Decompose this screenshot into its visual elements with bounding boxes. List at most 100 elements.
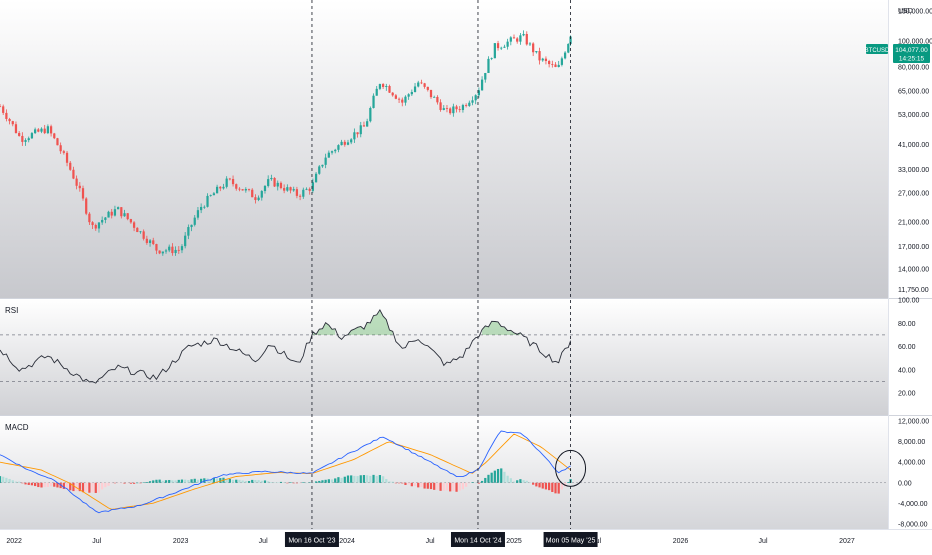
candle[interactable]: [417, 80, 420, 88]
candle[interactable]: [107, 210, 110, 218]
candle[interactable]: [532, 42, 535, 57]
candle[interactable]: [0, 104, 2, 108]
candle[interactable]: [235, 183, 238, 191]
candle[interactable]: [123, 209, 126, 217]
candle[interactable]: [190, 224, 193, 232]
candle[interactable]: [254, 194, 257, 204]
candle[interactable]: [487, 56, 490, 74]
candle[interactable]: [161, 251, 164, 256]
candle[interactable]: [477, 87, 481, 98]
candle[interactable]: [305, 187, 308, 191]
candle[interactable]: [375, 86, 378, 96]
candle[interactable]: [391, 92, 394, 97]
candle[interactable]: [512, 34, 516, 39]
candle[interactable]: [394, 94, 398, 100]
candle[interactable]: [318, 165, 321, 175]
candle[interactable]: [557, 60, 560, 68]
candle[interactable]: [496, 40, 500, 51]
candle[interactable]: [442, 105, 445, 111]
candle[interactable]: [458, 106, 461, 113]
candle[interactable]: [525, 31, 528, 46]
candle[interactable]: [397, 97, 401, 103]
candle[interactable]: [65, 151, 69, 167]
candle[interactable]: [24, 138, 27, 146]
candle[interactable]: [75, 175, 78, 190]
candle[interactable]: [334, 148, 337, 154]
candle[interactable]: [474, 94, 477, 105]
candle[interactable]: [538, 47, 541, 65]
candle[interactable]: [184, 232, 187, 249]
candle[interactable]: [225, 176, 228, 189]
candle[interactable]: [551, 60, 554, 68]
candle[interactable]: [244, 187, 247, 193]
candle[interactable]: [222, 183, 225, 190]
candle[interactable]: [327, 150, 330, 158]
candle[interactable]: [104, 217, 107, 224]
candle[interactable]: [270, 174, 273, 181]
last-price-tag[interactable]: BTCUSD 104,077.00 14:25:15: [865, 44, 930, 63]
candle[interactable]: [480, 76, 484, 91]
candle[interactable]: [429, 89, 433, 99]
candle[interactable]: [350, 138, 353, 145]
candle[interactable]: [493, 43, 496, 59]
candle[interactable]: [308, 187, 311, 195]
candle[interactable]: [500, 46, 503, 51]
candle[interactable]: [174, 246, 177, 256]
candle[interactable]: [292, 186, 295, 192]
candle[interactable]: [155, 243, 158, 255]
candle[interactable]: [72, 166, 75, 180]
candle[interactable]: [8, 117, 11, 125]
candle[interactable]: [78, 182, 81, 192]
candle[interactable]: [126, 213, 129, 221]
candle[interactable]: [407, 93, 410, 100]
candle[interactable]: [171, 243, 174, 256]
candle[interactable]: [413, 83, 417, 93]
candle[interactable]: [168, 244, 171, 253]
candle[interactable]: [445, 104, 449, 113]
candle[interactable]: [426, 86, 429, 92]
candle[interactable]: [385, 83, 388, 91]
candle[interactable]: [206, 193, 209, 208]
candle[interactable]: [113, 205, 117, 217]
candle[interactable]: [164, 248, 168, 254]
candle[interactable]: [381, 83, 385, 89]
candle[interactable]: [267, 175, 270, 188]
candle[interactable]: [362, 121, 366, 127]
candle[interactable]: [219, 186, 222, 192]
candle[interactable]: [53, 132, 56, 140]
candle[interactable]: [337, 144, 340, 153]
candle[interactable]: [142, 229, 145, 241]
candle[interactable]: [452, 103, 455, 117]
candle[interactable]: [120, 207, 123, 219]
candle[interactable]: [506, 38, 509, 50]
candle[interactable]: [49, 124, 53, 137]
candle[interactable]: [203, 205, 206, 209]
candle[interactable]: [468, 100, 471, 107]
candle[interactable]: [148, 239, 152, 247]
candle[interactable]: [129, 218, 133, 224]
candlestick-series[interactable]: [0, 30, 572, 256]
candle[interactable]: [503, 44, 506, 48]
candle[interactable]: [366, 118, 369, 127]
candle[interactable]: [563, 51, 567, 60]
candle[interactable]: [193, 215, 196, 227]
candle[interactable]: [238, 187, 241, 192]
candle[interactable]: [158, 250, 161, 255]
candle[interactable]: [101, 216, 104, 225]
candle[interactable]: [43, 124, 46, 135]
candle[interactable]: [548, 59, 551, 68]
candle[interactable]: [560, 56, 564, 67]
price-axis[interactable]: 130,000.00 100,000.00 80,000.00 65,000.00 53…: [898, 8, 932, 294]
candle[interactable]: [544, 56, 548, 65]
candle[interactable]: [88, 212, 91, 226]
candle[interactable]: [46, 124, 50, 135]
candle[interactable]: [298, 194, 302, 201]
macd-line[interactable]: [0, 430, 571, 514]
candle[interactable]: [286, 184, 289, 192]
candle[interactable]: [541, 57, 544, 62]
candle[interactable]: [91, 221, 94, 229]
candle[interactable]: [311, 178, 314, 193]
candle[interactable]: [410, 89, 413, 97]
